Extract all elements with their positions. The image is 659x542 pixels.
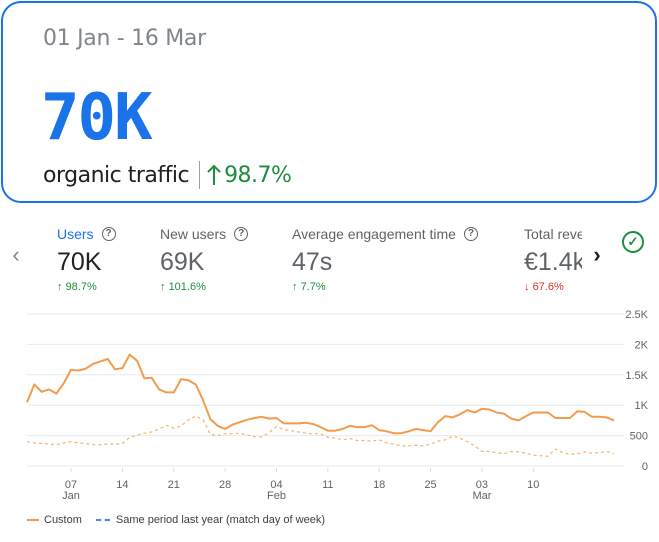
- metric-value: 69K: [160, 248, 205, 276]
- chart-legend: Custom Same period last year (match day …: [27, 514, 325, 526]
- metric-label-text: Users: [57, 226, 94, 242]
- summary-caption-row: organic traffic 98.7%: [43, 161, 292, 189]
- legend-label-custom: Custom: [44, 514, 82, 526]
- y-tick-label: 2K: [635, 339, 649, 351]
- metric-tab-users[interactable]: Users ? 70K ↑ 98.7%: [40, 218, 150, 303]
- help-icon[interactable]: ?: [101, 227, 116, 241]
- x-tick-label: 11: [322, 479, 333, 491]
- arrow-up-icon: [207, 164, 221, 185]
- series-line-previous: [26, 415, 615, 457]
- x-tick-month-label: Feb: [267, 490, 286, 502]
- summary-change-value: 98.7%: [224, 162, 292, 188]
- metric-label: Total reve: [524, 226, 582, 242]
- metric-change-value: 101.6%: [168, 281, 206, 293]
- legend-swatch-previous: [95, 519, 110, 521]
- summary-divider: [199, 161, 201, 189]
- summary-date-range: 01 Jan - 16 Mar: [43, 26, 206, 51]
- x-tick-label: 04: [270, 479, 282, 491]
- metric-change-value: 7.7%: [300, 281, 326, 293]
- x-tick-label: 03: [476, 479, 488, 491]
- x-tick-label: 10: [527, 479, 539, 491]
- chart-series: [26, 353, 615, 457]
- metric-tab-average-engagement-time[interactable]: Average engagement time ? 47s ↑ 7.7%: [275, 218, 505, 303]
- chevron-right-icon[interactable]: ›: [593, 242, 601, 267]
- metric-change-value: 98.7%: [65, 281, 97, 293]
- x-tick-month-label: Jan: [62, 490, 80, 502]
- y-axis: 2.5K 2K 1.5K 1K 500 0: [625, 309, 648, 473]
- summary-big-value: 70K: [41, 81, 153, 155]
- metric-value: 47s: [292, 248, 333, 276]
- help-icon[interactable]: ?: [234, 227, 249, 241]
- x-tick-label: 07: [65, 479, 77, 491]
- y-tick-label: 2.5K: [625, 309, 648, 321]
- y-tick-label: 500: [630, 431, 648, 443]
- y-tick-label: 0: [642, 461, 648, 473]
- summary-change: 98.7%: [206, 162, 292, 188]
- check-circle-icon[interactable]: ✓: [622, 231, 644, 253]
- series-line-custom: [26, 353, 615, 435]
- metric-tab-new-users[interactable]: New users ? 69K ↑ 101.6%: [143, 218, 273, 303]
- x-tick-label: 14: [116, 479, 128, 491]
- metric-label-text: Total reve: [524, 226, 582, 242]
- x-tick-month-label: Mar: [472, 490, 491, 502]
- metric-label-text: Average engagement time: [292, 226, 456, 242]
- metric-tab-total-revenue[interactable]: Total reve €1.4k ↓ 67.6%: [507, 218, 582, 303]
- metric-value: 70K: [57, 248, 102, 276]
- summary-caption: organic traffic: [43, 162, 190, 188]
- summary-card: 01 Jan - 16 Mar 70K organic traffic 98.7…: [1, 1, 657, 203]
- x-tick-label: 28: [219, 479, 231, 491]
- y-tick-label: 1K: [635, 400, 649, 412]
- metric-label: New users ?: [160, 226, 249, 242]
- metric-change-value: 67.6%: [532, 281, 564, 293]
- metric-label: Users ?: [57, 226, 116, 242]
- chart-grid: [27, 313, 624, 467]
- x-tick-label: 18: [373, 479, 385, 491]
- metric-value: €1.4k: [524, 248, 582, 276]
- metric-label: Average engagement time ?: [292, 226, 478, 242]
- chevron-left-icon[interactable]: ‹: [12, 242, 20, 267]
- metric-label-text: New users: [160, 226, 227, 242]
- legend-swatch-custom: [27, 519, 39, 521]
- y-tick-label: 1.5K: [625, 370, 648, 382]
- metric-change: ↑ 7.7%: [292, 281, 326, 293]
- metric-change: ↑ 101.6%: [160, 281, 206, 293]
- x-tick-label: 25: [424, 479, 436, 491]
- metric-change: ↑ 98.7%: [57, 281, 97, 293]
- x-tick-label: 21: [168, 479, 180, 491]
- help-icon[interactable]: ?: [463, 227, 478, 241]
- legend-label-previous: Same period last year (match day of week…: [115, 514, 325, 526]
- metric-change: ↓ 67.6%: [524, 281, 564, 293]
- metric-tabs: Users ? 70K ↑ 98.7% New users ? 69K ↑ 10…: [40, 218, 582, 303]
